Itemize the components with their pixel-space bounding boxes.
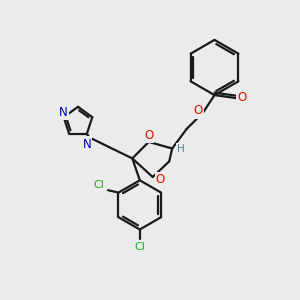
Text: H: H	[177, 144, 185, 154]
Text: O: O	[237, 91, 246, 104]
Text: O: O	[194, 104, 202, 118]
Text: Cl: Cl	[93, 179, 104, 190]
Text: O: O	[144, 129, 153, 142]
Text: Cl: Cl	[134, 242, 145, 252]
Text: N: N	[59, 106, 68, 118]
Text: N: N	[82, 137, 91, 151]
Text: O: O	[156, 173, 165, 186]
